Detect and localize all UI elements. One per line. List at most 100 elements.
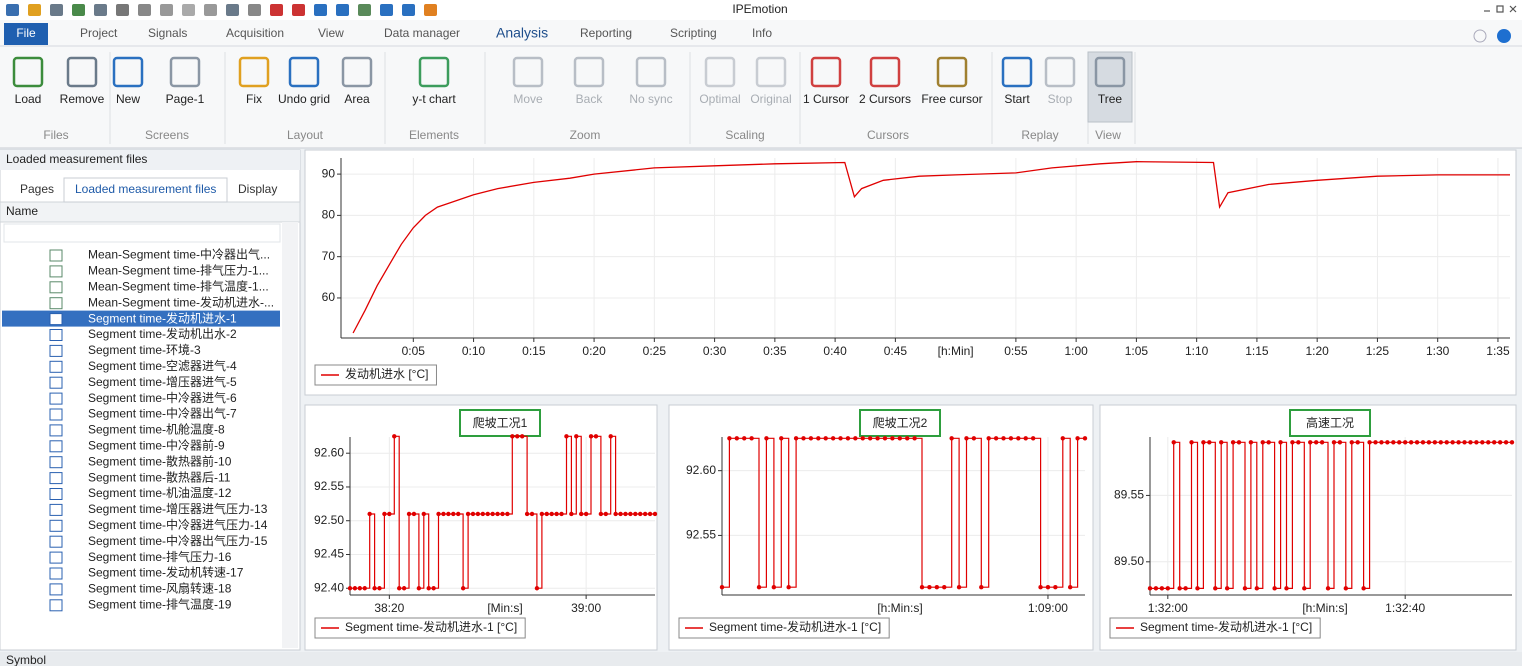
qat-icon[interactable]: [380, 4, 393, 16]
ribbon-button[interactable]: Fix: [246, 92, 262, 106]
list-item[interactable]: Segment time-增压器进气-5: [88, 374, 237, 389]
list-item[interactable]: Segment time-空滤器进气-4: [88, 358, 237, 373]
panel-tab[interactable]: Pages: [20, 182, 54, 196]
menu-tab[interactable]: Analysis: [496, 25, 548, 41]
list-item[interactable]: Segment time-机油温度-12: [88, 485, 232, 500]
ribbon-button[interactable]: Undo grid: [278, 92, 330, 106]
list-item[interactable]: Segment time-风扇转速-18: [88, 581, 232, 596]
ribbon-button[interactable]: 1 Cursor: [803, 92, 849, 106]
list-item[interactable]: Segment time-中冷器出气压力-15: [88, 533, 268, 548]
filter-row[interactable]: [3, 223, 281, 243]
data-point: [1414, 440, 1420, 445]
list-item[interactable]: Segment time-排气温度-19: [88, 596, 232, 611]
qat-icon[interactable]: [336, 4, 349, 16]
list-item[interactable]: Segment time-中冷器出气-7: [88, 406, 237, 421]
ribbon-button[interactable]: Optimal: [699, 92, 740, 106]
ribbon-button[interactable]: Free cursor: [921, 92, 982, 106]
qat-icon[interactable]: [270, 4, 283, 16]
help-button[interactable]: [1497, 29, 1511, 43]
list-item[interactable]: Mean-Segment time-排气温度-1...: [88, 278, 269, 293]
list-item[interactable]: Mean-Segment time-发动机进水-...: [88, 294, 274, 309]
qat-icon[interactable]: [28, 4, 41, 16]
data-point: [1402, 440, 1408, 445]
qat-icon[interactable]: [182, 4, 195, 16]
menu-tab[interactable]: View: [318, 26, 344, 40]
ribbon-button[interactable]: y-t chart: [412, 92, 456, 106]
menu-tab[interactable]: Scripting: [670, 26, 717, 40]
qat-icon[interactable]: [358, 4, 371, 16]
ribbon-button[interactable]: Load: [15, 92, 42, 106]
restore-button[interactable]: [1496, 5, 1504, 13]
panel-tab[interactable]: Loaded measurement files: [75, 182, 216, 196]
ribbon-button[interactable]: Move: [513, 92, 543, 106]
qat-icon[interactable]: [226, 4, 239, 16]
qat-icon[interactable]: [424, 4, 437, 16]
list-item[interactable]: Segment time-排气压力-16: [88, 549, 232, 564]
qat-icon[interactable]: [72, 4, 85, 16]
data-point: [1201, 440, 1206, 445]
data-point: [727, 436, 732, 441]
menu-tab[interactable]: Acquisition: [226, 26, 284, 40]
ribbon-button[interactable]: Original: [750, 92, 791, 106]
scrollbar[interactable]: [282, 222, 298, 648]
x-tick-label: 0:10: [462, 344, 486, 358]
list-item[interactable]: Segment time-发动机出水-2: [88, 326, 237, 341]
chart: 38:20 39:00 92.40 92.45 92.50 92.55 92.60 [Min:…: [314, 409, 658, 639]
ribbon-button[interactable]: New: [116, 92, 140, 106]
qat-icon[interactable]: [402, 4, 415, 16]
ribbon-button[interactable]: Tree: [1098, 92, 1123, 106]
ribbon-button[interactable]: Stop: [1048, 92, 1073, 106]
menu-tab[interactable]: Project: [80, 26, 118, 40]
menu-tab[interactable]: Info: [752, 26, 772, 40]
ribbon-button[interactable]: Back: [576, 92, 604, 106]
ribbon-button[interactable]: Page-1: [166, 92, 205, 106]
data-point: [1319, 440, 1325, 445]
list-item[interactable]: Segment time-散热器前-10: [88, 453, 232, 468]
qat-icon[interactable]: [314, 4, 327, 16]
list-item[interactable]: Mean-Segment time-中冷器出气...: [88, 247, 270, 262]
data-point: [971, 436, 977, 441]
list-item[interactable]: Segment time-发动机转速-17: [88, 565, 244, 580]
ribbon-button[interactable]: 2 Cursors: [859, 92, 911, 106]
qat-icon[interactable]: [116, 4, 129, 16]
list-item[interactable]: Segment time-中冷器进气压力-14: [88, 517, 268, 532]
menu-tab[interactable]: Signals: [148, 26, 187, 40]
list-item[interactable]: Mean-Segment time-排气压力-1...: [88, 263, 269, 278]
ribbon-icon: [1094, 56, 1126, 88]
menu-tab[interactable]: Reporting: [580, 26, 632, 40]
qat-icon[interactable]: [204, 4, 217, 16]
ribbon-button[interactable]: No sync: [629, 92, 672, 106]
y-tick-label: 90: [322, 166, 336, 180]
ribbon-button[interactable]: Area: [344, 92, 370, 106]
menu-tab[interactable]: File: [16, 26, 36, 40]
data-point: [588, 434, 594, 439]
x-tick-label: 1:20: [1305, 344, 1329, 358]
x-tick-label: 38:20: [374, 601, 404, 615]
list-item[interactable]: Segment time-增压器进气压力-13: [88, 501, 268, 516]
list-item[interactable]: Segment time-机舱温度-8: [88, 422, 225, 437]
ribbon-button[interactable]: Remove: [60, 92, 105, 106]
list-item[interactable]: Segment time-散热器后-11: [88, 469, 231, 484]
qat-icon[interactable]: [6, 4, 19, 16]
qat-icon[interactable]: [292, 4, 305, 16]
data-point: [421, 511, 426, 517]
collapse-ribbon[interactable]: [1473, 29, 1487, 43]
qat-icon[interactable]: [160, 4, 173, 16]
qat-icon[interactable]: [50, 4, 63, 16]
data-point: [460, 586, 466, 591]
data-point: [608, 434, 613, 439]
list-item[interactable]: Segment time-发动机进水-1: [88, 310, 237, 325]
menu-tab[interactable]: Data manager: [384, 26, 460, 40]
ribbon-icon: [418, 56, 450, 88]
list-item[interactable]: Segment time-中冷器进气-6: [88, 390, 237, 405]
qat-icon[interactable]: [138, 4, 151, 16]
data-point: [838, 436, 843, 441]
qat-icon[interactable]: [248, 4, 261, 16]
list-item[interactable]: Segment time-环境-3: [88, 342, 201, 357]
ribbon-button[interactable]: Start: [1004, 92, 1030, 106]
list-item[interactable]: Segment time-中冷器前-9: [88, 437, 225, 452]
data-point: [1355, 440, 1360, 445]
data-point: [1462, 440, 1467, 445]
panel-tab[interactable]: Display: [238, 182, 277, 196]
qat-icon[interactable]: [94, 4, 107, 16]
